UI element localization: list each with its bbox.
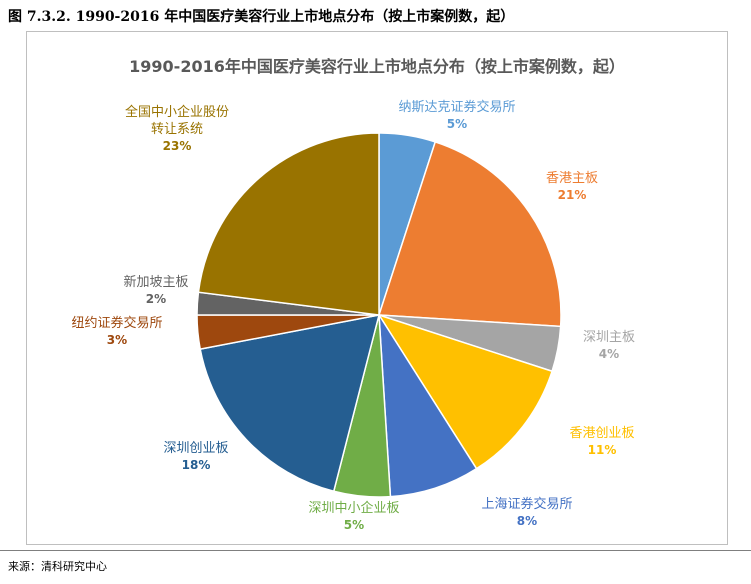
slice-label: 深圳创业板 18% [163, 440, 228, 474]
slice-label-name: 香港创业板 [569, 426, 635, 441]
slice-label-percent: 5% [446, 117, 468, 131]
slice-label: 深圳主板 4% [583, 329, 635, 363]
bottom-rule [0, 550, 751, 551]
pie-slice [377, 313, 554, 470]
slice-label: 上海证券交易所 8% [481, 496, 572, 530]
pie-slice [197, 132, 380, 316]
chart-title: 1990-2016年中国医疗美容行业上市地点分布（按上市案例数，起） [129, 57, 625, 76]
slice-label-name: 香港主板 [545, 171, 599, 186]
pie-slice [199, 314, 381, 493]
slice-label-name: 深圳主板 [582, 330, 636, 345]
slice-label-percent: 5% [343, 518, 365, 532]
slice-label-name: 纽约证券交易所 [71, 316, 163, 331]
slice-label: 纳斯达克证券交易所 5% [398, 99, 515, 133]
slice-label-name: 上海证券交易所 [481, 497, 573, 512]
slice-label-percent: 23% [162, 139, 192, 153]
pie-slice [377, 140, 562, 328]
slice-label-percent: 8% [516, 514, 538, 528]
slice-label-percent: 4% [598, 347, 620, 361]
slice-label-percent: 11% [587, 443, 617, 457]
slice-label-percent: 2% [145, 292, 167, 306]
slice-label: 香港主板 21% [546, 170, 598, 204]
slice-label-name: 深圳创业板 [163, 441, 229, 456]
pie-slice [378, 314, 478, 498]
slice-label-percent: 18% [181, 458, 211, 472]
chart-frame: 1990-2016年中国医疗美容行业上市地点分布（按上市案例数，起） 纳斯达克证… [26, 31, 728, 545]
pie-chart [196, 132, 562, 498]
slice-label-name: 纳斯达克证券交易所 [398, 100, 516, 115]
slice-label-name: 转让系统 [150, 122, 204, 137]
slice-label-percent: 21% [557, 188, 587, 202]
slice-label-percent: 3% [106, 333, 128, 347]
slice-label: 全国中小企业股份 转让系统 23% [125, 104, 229, 155]
slice-label: 新加坡主板 2% [123, 274, 188, 308]
slice-label: 香港创业板 11% [569, 425, 634, 459]
slice-label-name: 深圳中小企业板 [308, 501, 400, 516]
source-note: 来源：清科研究中心 [8, 560, 107, 573]
slice-label-name: 新加坡主板 [123, 275, 189, 290]
slice-label-name: 全国中小企业股份 [124, 105, 230, 120]
slice-label: 纽约证券交易所 3% [71, 315, 162, 349]
slice-label: 深圳中小企业板 5% [308, 500, 399, 534]
figure-caption: 图 7.3.2. 1990-2016 年中国医疗美容行业上市地点分布（按上市案例… [8, 9, 515, 25]
